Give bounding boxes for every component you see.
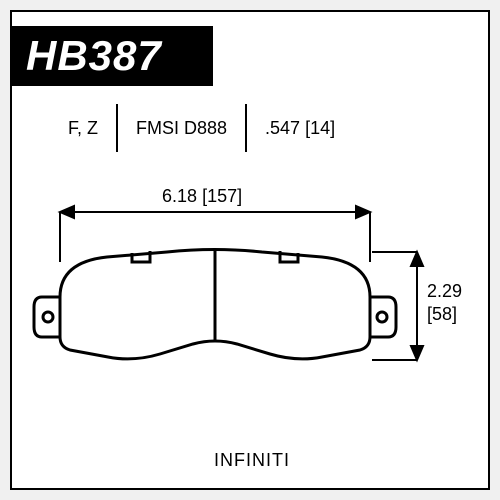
- part-number: HB387: [26, 32, 162, 79]
- thickness-in: .547: [265, 118, 300, 139]
- pad-diagram: 6.18 [157]: [12, 162, 492, 432]
- spec-sheet: HB387 F, Z FMSI D888 .547 [14]: [10, 10, 490, 490]
- fmsi-cell: FMSI D888: [118, 104, 245, 152]
- part-number-banner: HB387: [10, 26, 213, 86]
- info-row: F, Z FMSI D888 .547 [14]: [50, 104, 353, 152]
- thickness-cell: .547 [14]: [247, 104, 353, 152]
- height-dimension: [372, 252, 423, 360]
- fmsi-text: FMSI D888: [136, 118, 227, 139]
- height-mm-label: [58]: [427, 304, 457, 324]
- width-in-label: 6.18 [157]: [162, 186, 242, 206]
- compounds-cell: F, Z: [50, 104, 116, 152]
- thickness-mm: [14]: [305, 118, 335, 139]
- brake-pad-outline: [34, 249, 396, 359]
- brand-text: INFINITI: [214, 450, 290, 470]
- compounds-text: F, Z: [68, 118, 98, 139]
- brand-label: INFINITI: [12, 450, 492, 471]
- height-in-label: 2.29: [427, 281, 462, 301]
